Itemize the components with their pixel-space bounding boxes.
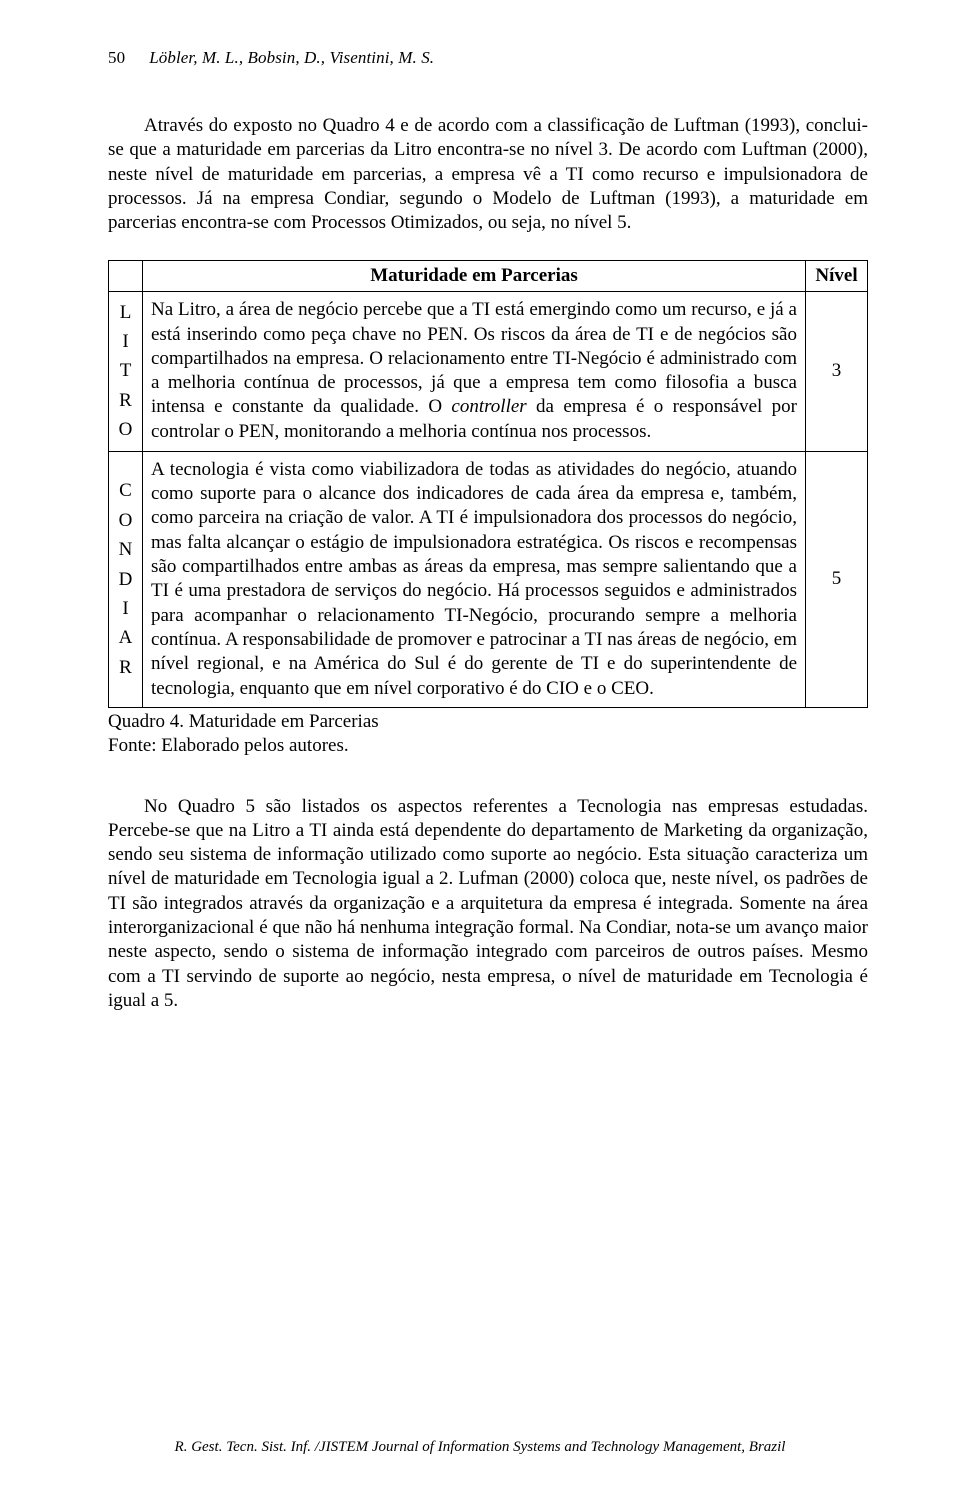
page-number: 50 — [108, 48, 125, 67]
row-desc-condiar: A tecnologia é vista como viabilizadora … — [143, 451, 806, 707]
quadro-caption: Quadro 4. Maturidade em Parcerias Fonte:… — [108, 710, 868, 759]
header-blank-cell — [109, 260, 143, 291]
running-authors: Löbler, M. L., Bobsin, D., Visentini, M.… — [149, 48, 434, 67]
row-nivel-litro: 3 — [806, 291, 868, 451]
row-label-litro: L I T R O — [109, 291, 143, 451]
row-desc-litro: Na Litro, a área de negócio percebe que … — [143, 291, 806, 451]
row-nivel-condiar: 5 — [806, 451, 868, 707]
row-label-condiar: C O N D I A R — [109, 451, 143, 707]
paragraph-2: No Quadro 5 são listados os aspectos ref… — [108, 795, 868, 1014]
table-header-row: Maturidade em Parcerias Nível — [109, 260, 868, 291]
paragraph-1: Através do exposto no Quadro 4 e de acor… — [108, 114, 868, 236]
table-row: L I T R O Na Litro, a área de negócio pe… — [109, 291, 868, 451]
caption-source: Fonte: Elaborado pelos autores. — [108, 734, 868, 758]
page-footer: R. Gest. Tecn. Sist. Inf. /JISTEM Journa… — [0, 1439, 960, 1456]
header-maturidade: Maturidade em Parcerias — [143, 260, 806, 291]
running-header: 50 Löbler, M. L., Bobsin, D., Visentini, … — [108, 48, 868, 68]
quadro-4-table: Maturidade em Parcerias Nível L I T R O … — [108, 260, 868, 708]
table-row: C O N D I A R A tecnologia é vista como … — [109, 451, 868, 707]
caption-title: Quadro 4. Maturidade em Parcerias — [108, 710, 868, 734]
header-nivel: Nível — [806, 260, 868, 291]
